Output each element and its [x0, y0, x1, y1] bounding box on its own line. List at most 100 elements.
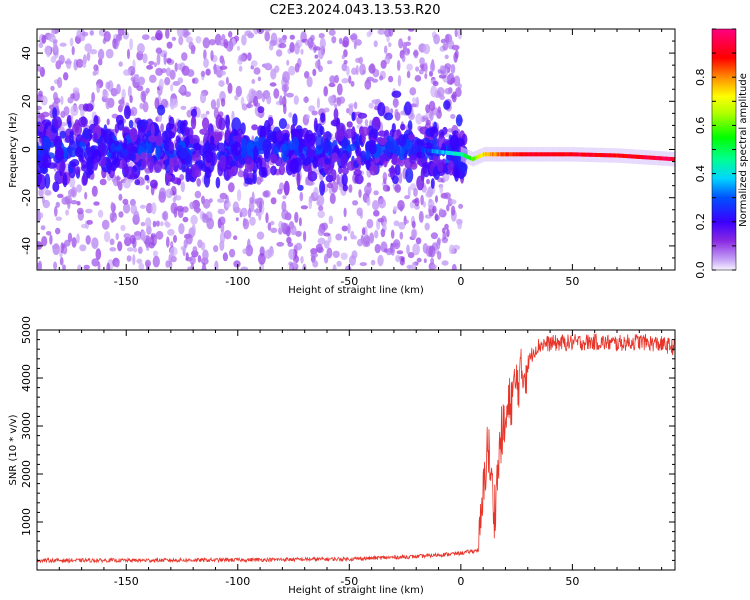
ridge-segment — [574, 152, 577, 157]
noise-speckle — [194, 190, 202, 199]
band-blob — [455, 114, 463, 127]
noise-speckle — [341, 54, 345, 60]
noise-speckle — [64, 195, 73, 205]
ridge-segment — [599, 153, 601, 157]
noise-speckle — [407, 252, 415, 259]
noise-speckle — [420, 194, 424, 206]
band-blob — [289, 158, 300, 174]
ridge-segment — [637, 154, 639, 159]
band-blob — [377, 102, 386, 117]
noise-speckle — [233, 260, 241, 268]
noise-speckle — [346, 65, 350, 76]
band-blob — [262, 138, 272, 154]
noise-speckle — [190, 50, 195, 55]
ridge-segment — [567, 152, 570, 157]
noise-speckle — [349, 255, 356, 266]
band-blob — [47, 162, 57, 169]
noise-speckle — [101, 219, 110, 230]
band-blob — [184, 154, 193, 168]
band-blob — [351, 111, 356, 122]
noise-speckle — [399, 231, 404, 240]
ridge-segment — [520, 152, 522, 157]
ridge-segment — [580, 152, 582, 157]
band-blob — [155, 135, 163, 147]
ridge-segment — [420, 148, 423, 152]
noise-speckle — [176, 29, 185, 38]
noise-speckle — [336, 260, 342, 267]
noise-speckle — [79, 244, 87, 252]
noise-speckle — [423, 43, 431, 55]
ridge-segment — [528, 152, 531, 157]
noise-speckle — [144, 237, 150, 248]
ridge-segment — [488, 152, 491, 157]
band-blob — [454, 168, 460, 182]
band-blob — [384, 141, 394, 150]
band-blob — [230, 144, 238, 151]
noise-speckle — [223, 230, 232, 240]
ridge-segment — [486, 152, 489, 157]
ridge-segment — [590, 152, 592, 157]
noise-speckle — [253, 67, 261, 75]
band-blob — [431, 137, 439, 153]
band-blob — [41, 119, 52, 127]
band-blob — [324, 158, 332, 165]
band-blob — [240, 122, 246, 135]
band-blob — [179, 147, 188, 159]
noise-speckle — [103, 31, 111, 42]
noise-speckle — [247, 238, 251, 251]
band-blob — [404, 101, 412, 116]
ridge-segment — [502, 152, 504, 157]
band-blob — [296, 171, 301, 187]
noise-speckle — [232, 201, 240, 213]
noise-speckle — [372, 200, 380, 211]
band-blob — [408, 133, 415, 141]
noise-speckle — [158, 78, 164, 91]
ridge-segment — [508, 152, 511, 157]
noise-speckle — [69, 37, 74, 47]
noise-speckle — [202, 212, 207, 220]
noise-speckle — [217, 208, 223, 214]
noise-speckle — [136, 258, 143, 264]
ridge-segment — [503, 152, 505, 157]
ridge-segment — [628, 154, 630, 159]
noise-speckle — [342, 36, 350, 48]
band-blob — [37, 174, 47, 190]
x-tick-label: 50 — [565, 575, 579, 588]
noise-speckle — [152, 220, 157, 228]
spectrogram-panel: -150 -100 -50 0 50 -40 -20 0 20 40 Height of str… — [8, 28, 676, 296]
noise-speckle — [115, 232, 119, 241]
band-blob — [278, 118, 287, 130]
ridge-segment — [549, 152, 551, 157]
noise-speckle — [318, 205, 324, 212]
noise-speckle — [264, 31, 271, 42]
noise-speckle — [97, 58, 103, 66]
noise-speckle — [341, 225, 348, 232]
ridge-segment — [583, 152, 586, 157]
noise-speckle — [240, 207, 248, 217]
noise-speckle — [91, 237, 99, 249]
band-blob — [391, 90, 402, 98]
ridge-segment — [624, 154, 627, 158]
noise-speckle — [133, 247, 138, 253]
band-blob — [141, 158, 147, 170]
noise-speckle — [348, 105, 354, 116]
noise-speckle — [390, 108, 394, 115]
noise-speckle — [406, 244, 410, 255]
ridge-segment — [659, 156, 661, 161]
band-blob — [216, 142, 226, 153]
noise-speckle — [170, 255, 177, 263]
ridge-segment — [450, 151, 453, 156]
band-blob — [319, 180, 326, 196]
band-blob — [423, 142, 433, 150]
noise-speckle — [399, 204, 404, 212]
noise-speckle — [437, 106, 441, 114]
ridge-segment — [474, 156, 476, 161]
noise-speckle — [414, 75, 422, 82]
noise-speckle — [55, 216, 62, 221]
noise-speckle — [109, 247, 117, 252]
noise-speckle — [264, 249, 272, 259]
band-blob — [70, 159, 80, 167]
noise-speckle — [219, 65, 228, 70]
noise-speckle — [424, 73, 428, 80]
band-blob — [244, 177, 253, 185]
